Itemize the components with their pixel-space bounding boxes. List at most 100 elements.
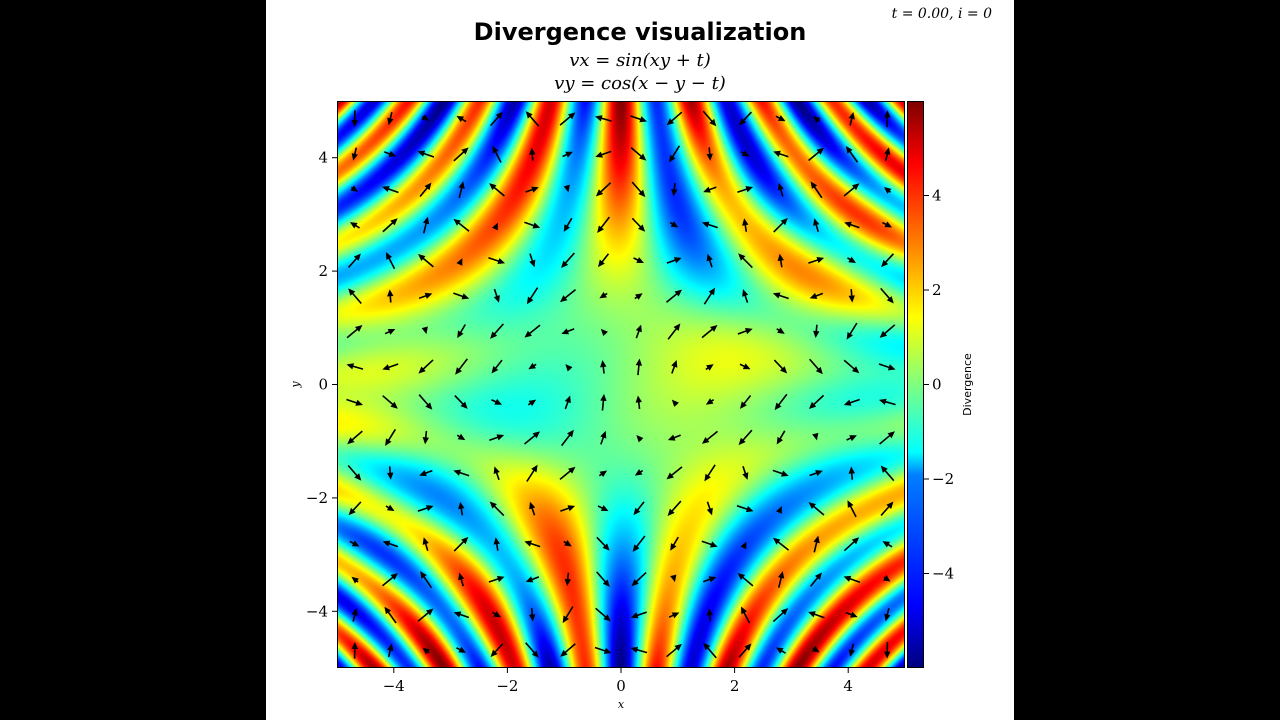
quiver-arrow	[666, 111, 683, 126]
quiver-arrow	[701, 221, 718, 229]
quiver-arrow	[810, 181, 823, 199]
quiver-arrow	[666, 643, 682, 658]
quiver-arrow	[382, 540, 399, 548]
quiver-arrow	[453, 469, 470, 477]
quiver-arrow	[597, 216, 610, 233]
subtitle-vy: vy = cos(x − y − t)	[554, 73, 726, 94]
colorbar-tick-label: −2	[932, 470, 954, 488]
quiver-arrow	[384, 606, 397, 624]
quiver-arrow	[884, 110, 891, 128]
quiver-arrow	[382, 218, 398, 233]
quiver-arrow	[493, 466, 500, 481]
quiver-arrow	[742, 466, 749, 480]
quiver-arrow	[456, 115, 467, 123]
quiver-arrow	[846, 322, 858, 340]
quiver-arrow	[848, 466, 855, 480]
quiver-arrow	[563, 540, 572, 547]
chart-title: Divergence visualization	[473, 18, 807, 46]
quiver-arrow	[384, 328, 396, 335]
quiver-arrow	[387, 643, 394, 658]
quiver-arrow	[809, 470, 823, 477]
quiver-arrow	[634, 293, 643, 300]
quiver-arrow	[599, 291, 608, 299]
quiver-arrow	[526, 464, 538, 482]
quiver-arrow	[633, 257, 645, 263]
quiver-arrow	[773, 150, 789, 158]
quiver-arrow	[633, 501, 645, 516]
quiver-arrow	[667, 323, 681, 340]
quiver-arrow	[884, 608, 891, 622]
quiver-arrow	[808, 394, 825, 410]
quiver-arrow	[422, 216, 430, 234]
quiver-arrow	[560, 643, 576, 657]
quiver-arrow	[347, 465, 362, 481]
quiver-arrow	[636, 435, 644, 443]
quiver-arrow	[671, 360, 678, 374]
quiver-arrow	[635, 358, 643, 376]
quiver-arrow	[738, 643, 752, 658]
quiver-arrow	[490, 111, 503, 127]
quiver-arrow	[351, 110, 358, 128]
quiver-arrow	[560, 505, 576, 512]
quiver-arrow	[525, 576, 540, 583]
quiver-arrow	[742, 218, 749, 232]
quiver-arrow	[418, 359, 434, 374]
colorbar-tick-label: 0	[932, 376, 942, 394]
quiver-arrow	[384, 150, 397, 157]
quiver-arrow	[489, 183, 505, 197]
quiver-arrow	[524, 324, 541, 338]
quiver-arrow	[879, 431, 895, 445]
quiver-arrow	[843, 359, 860, 374]
quiver-arrow	[492, 145, 502, 163]
y-tick-label: −2	[306, 489, 328, 507]
quiver-arrow	[564, 395, 571, 410]
quiver-arrow	[879, 324, 896, 338]
quiver-arrow	[346, 363, 364, 370]
quiver-arrow	[524, 221, 541, 229]
quiver-arrow	[635, 395, 642, 410]
quiver-arrow	[526, 287, 539, 305]
quiver-arrow	[421, 326, 428, 335]
quiver-arrow	[808, 147, 824, 162]
y-tick-label: 0	[318, 376, 328, 394]
quiver-arrow	[597, 505, 609, 512]
quiver-arrow	[387, 466, 394, 480]
quiver-arrow	[880, 501, 894, 516]
quiver-arrow	[348, 288, 362, 304]
quiver-arrow	[491, 359, 503, 374]
quiver-overlay	[346, 110, 896, 659]
quiver-arrow	[878, 363, 896, 371]
quiver-arrow	[528, 362, 537, 370]
quiver-arrow	[457, 324, 466, 339]
quiver-arrow	[529, 147, 536, 161]
quiver-arrow	[846, 435, 857, 442]
quiver-arrow	[630, 611, 647, 619]
quiver-arrow	[772, 608, 789, 623]
colorbar-tick-label: 4	[932, 187, 942, 205]
quiver-arrow	[705, 398, 715, 405]
quiver-arrow	[564, 572, 571, 587]
quiver-arrow	[777, 571, 785, 588]
quiver-arrow	[525, 111, 540, 127]
y-tick-label: 4	[318, 149, 328, 167]
quiver-arrow	[669, 145, 681, 163]
y-tick-label: 2	[318, 262, 328, 280]
quiver-arrow	[884, 147, 891, 162]
quiver-arrow	[702, 110, 717, 127]
quiver-arrow	[492, 611, 502, 618]
quiver-arrow	[492, 222, 498, 231]
quiver-arrow	[417, 150, 435, 158]
quiver-arrow	[808, 611, 825, 619]
quiver-arrow	[559, 112, 576, 126]
quiver-arrow	[667, 434, 681, 441]
quiver-arrow	[382, 363, 399, 371]
quiver-arrow	[596, 571, 610, 587]
quiver-arrow	[704, 464, 716, 482]
quiver-arrow	[706, 608, 713, 622]
quiver-arrow	[773, 359, 788, 374]
quiver-arrow	[670, 574, 677, 583]
quiver-arrow	[417, 608, 434, 622]
y-axis-label: y	[289, 381, 302, 389]
quiver-arrow	[809, 572, 822, 587]
quiver-arrow	[525, 642, 539, 658]
